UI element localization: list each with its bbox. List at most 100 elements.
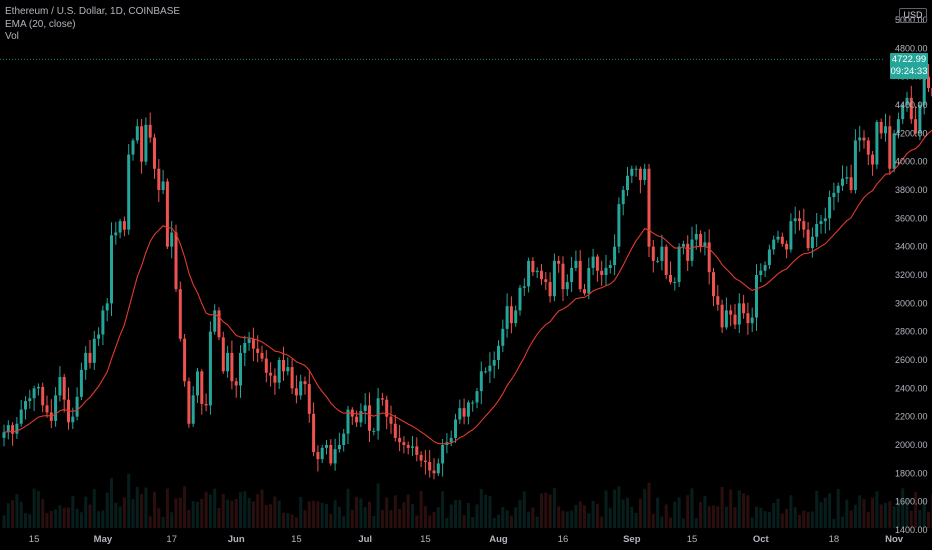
volume-bar <box>527 511 531 528</box>
candle <box>286 357 290 376</box>
candle <box>707 229 711 285</box>
candle <box>264 350 268 383</box>
candle <box>260 345 264 362</box>
volume-bar <box>789 495 793 528</box>
candle <box>531 257 535 276</box>
volume-bar <box>514 507 518 528</box>
candle <box>217 307 221 341</box>
volume-bar <box>583 505 586 528</box>
volume-bar <box>518 499 522 528</box>
symbol-title[interactable]: Ethereum / U.S. Dollar, 1D, COINBASE <box>5 6 181 17</box>
candle <box>350 407 354 425</box>
candle <box>6 420 10 440</box>
volume-bar <box>264 504 268 528</box>
ema-legend[interactable]: EMA (20, close) <box>5 18 76 30</box>
candle <box>312 402 316 457</box>
volume-bar <box>621 499 625 528</box>
candle <box>492 351 496 379</box>
candle <box>41 382 45 413</box>
volume-bar <box>200 498 204 528</box>
volume-bar <box>557 506 561 528</box>
volume-bar <box>178 497 182 528</box>
candle <box>110 222 113 316</box>
volume-bar <box>634 512 638 528</box>
volume-bar <box>282 512 285 528</box>
candle <box>699 230 703 253</box>
candle <box>561 256 565 302</box>
candle <box>127 144 131 235</box>
volume-bar <box>888 501 892 528</box>
time-tick-label: Jun <box>228 534 245 545</box>
candle <box>544 271 548 291</box>
time-tick-label: 15 <box>29 534 40 545</box>
candle <box>793 206 797 235</box>
candle <box>798 210 801 231</box>
candle <box>505 293 509 338</box>
volume-bar <box>823 497 827 528</box>
candle <box>600 260 604 286</box>
candle <box>836 182 840 203</box>
volume-bar <box>183 486 187 528</box>
time-axis[interactable]: 15May17Jun15Jul15Aug16Sep15Oct18Nov15 <box>29 534 932 545</box>
volume-bar <box>458 499 462 528</box>
candle <box>355 410 359 428</box>
volume-legend[interactable]: Vol <box>5 31 19 42</box>
candle <box>651 240 655 273</box>
volume-bar <box>101 510 105 528</box>
candle <box>638 166 642 194</box>
volume-bar <box>346 488 350 528</box>
volume-bar <box>600 516 604 528</box>
volume-bar <box>88 504 92 528</box>
volume-bar <box>449 504 453 528</box>
volume-bar <box>587 513 591 528</box>
volume-bar <box>148 516 152 528</box>
volume-bar <box>690 488 694 528</box>
volume-bar <box>260 489 264 528</box>
price-tick-label: 2600.00 <box>895 355 928 365</box>
volume-bar <box>393 495 397 528</box>
volume-bar <box>686 495 690 528</box>
candle <box>346 406 350 445</box>
volume-bar <box>819 502 823 528</box>
volume-bar <box>802 510 806 528</box>
volume-bar <box>196 501 199 528</box>
candle <box>712 268 715 307</box>
volume-bar <box>19 501 23 528</box>
volume-bar <box>694 518 698 528</box>
candle <box>462 398 466 425</box>
volume-bar <box>140 494 144 528</box>
candle <box>488 352 492 384</box>
candle <box>183 334 187 387</box>
volume-bar <box>565 511 569 528</box>
volume-bar <box>815 490 819 528</box>
volume-bar <box>428 515 432 528</box>
volume-bar <box>806 511 810 528</box>
volume-bar <box>355 496 359 528</box>
candle <box>858 125 862 152</box>
volume-bar <box>604 490 608 528</box>
volume-bar <box>729 489 733 528</box>
price-tick-label: 1400.00 <box>895 525 928 535</box>
candle <box>755 263 758 331</box>
volume-bar <box>875 491 879 528</box>
time-tick-label: 16 <box>558 534 569 545</box>
candle <box>230 340 234 390</box>
price-axis[interactable]: 1400.00 1600.00 1800.00 2000.00 2200.00 2400.… <box>895 15 928 535</box>
volume-bar <box>127 473 131 528</box>
volume-bar <box>316 501 320 528</box>
volume-bar <box>479 489 483 528</box>
volume-bar <box>841 516 844 528</box>
volume-bar <box>350 509 354 528</box>
candle <box>720 299 724 334</box>
candle <box>466 400 470 425</box>
volume-bar <box>376 483 380 528</box>
time-tick-label: Aug <box>489 534 508 545</box>
volume-bar <box>75 508 79 528</box>
candle <box>810 227 814 258</box>
candle <box>92 331 96 370</box>
volume-bar <box>441 491 445 528</box>
volume-bar <box>638 498 642 528</box>
candle <box>845 166 849 184</box>
currency-button[interactable]: USD <box>899 8 927 23</box>
